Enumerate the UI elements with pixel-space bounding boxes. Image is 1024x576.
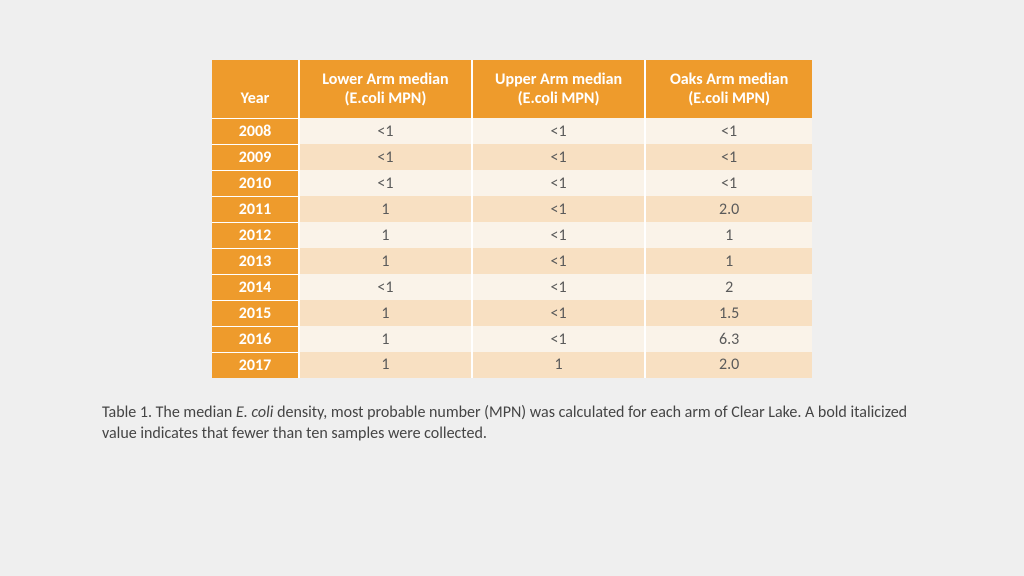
year-cell: 2008: [212, 118, 299, 144]
year-cell: 2015: [212, 300, 299, 326]
data-cell: <1: [472, 222, 645, 248]
data-cell: 2.0: [645, 196, 812, 222]
data-cell: <1: [472, 248, 645, 274]
data-cell: 1: [299, 326, 472, 352]
year-cell: 2010: [212, 170, 299, 196]
data-cell: <1: [472, 196, 645, 222]
data-cell: 2.0: [645, 352, 812, 378]
table-header-row: Year Lower Arm median (E.coli MPN) Upper…: [212, 60, 812, 118]
table-body: 2008<1<1<12009<1<1<12010<1<1<120111<12.0…: [212, 118, 812, 378]
table-row: 20121<11: [212, 222, 812, 248]
data-cell: <1: [299, 144, 472, 170]
data-cell: <1: [645, 118, 812, 144]
table-row: 20151<11.5: [212, 300, 812, 326]
data-cell: <1: [472, 274, 645, 300]
data-cell: 1: [299, 300, 472, 326]
data-cell: <1: [472, 118, 645, 144]
data-cell: <1: [472, 326, 645, 352]
year-cell: 2014: [212, 274, 299, 300]
col-header-upper-arm: Upper Arm median (E.coli MPN): [472, 60, 645, 118]
data-cell: 1: [299, 248, 472, 274]
data-cell: 1: [472, 352, 645, 378]
data-cell: 1.5: [645, 300, 812, 326]
data-cell: <1: [645, 170, 812, 196]
table-caption: Table 1. The median E. coli density, mos…: [102, 402, 922, 445]
ecoli-table: Year Lower Arm median (E.coli MPN) Upper…: [212, 60, 812, 378]
year-cell: 2016: [212, 326, 299, 352]
year-cell: 2017: [212, 352, 299, 378]
data-cell: <1: [645, 144, 812, 170]
page: Year Lower Arm median (E.coli MPN) Upper…: [0, 0, 1024, 576]
table-row: 20161<16.3: [212, 326, 812, 352]
data-cell: 1: [299, 196, 472, 222]
data-cell: 1: [299, 352, 472, 378]
data-cell: 1: [645, 248, 812, 274]
table-row: 2009<1<1<1: [212, 144, 812, 170]
data-cell: <1: [472, 170, 645, 196]
table-row: 20131<11: [212, 248, 812, 274]
table-row: 2008<1<1<1: [212, 118, 812, 144]
table-row: 2010<1<1<1: [212, 170, 812, 196]
table-row: 2014<1<12: [212, 274, 812, 300]
col-header-lower-arm: Lower Arm median (E.coli MPN): [299, 60, 472, 118]
caption-prefix: Table 1. The median: [102, 403, 236, 422]
data-cell: 2: [645, 274, 812, 300]
year-cell: 2013: [212, 248, 299, 274]
data-cell: <1: [299, 118, 472, 144]
data-cell: <1: [299, 170, 472, 196]
data-cell: 1: [299, 222, 472, 248]
col-header-oaks-arm: Oaks Arm median (E.coli MPN): [645, 60, 812, 118]
data-cell: 6.3: [645, 326, 812, 352]
data-cell: <1: [472, 300, 645, 326]
year-cell: 2012: [212, 222, 299, 248]
data-cell: <1: [472, 144, 645, 170]
data-cell: <1: [299, 274, 472, 300]
caption-italic: E. coli: [236, 403, 274, 422]
table-row: 20111<12.0: [212, 196, 812, 222]
data-cell: 1: [645, 222, 812, 248]
table-row: 2017112.0: [212, 352, 812, 378]
year-cell: 2011: [212, 196, 299, 222]
year-cell: 2009: [212, 144, 299, 170]
col-header-year: Year: [212, 60, 299, 118]
